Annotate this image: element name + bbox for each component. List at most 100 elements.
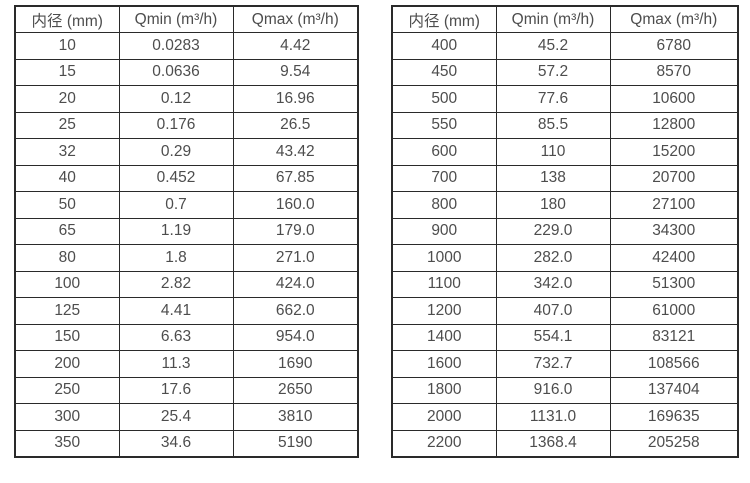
header-row: 内径 (mm) Qmin (m³/h) Qmax (m³/h) [391, 5, 739, 33]
table-row: 700 138 20700 [391, 164, 739, 192]
diameter-cell: 125 [14, 297, 120, 325]
qmin-cell: 138 [495, 164, 611, 192]
flow-table-large-diameters: 内径 (mm) Qmin (m³/h) Qmax (m³/h) 400 45.2 6780… [391, 5, 739, 458]
qmin-cell: 25.4 [118, 403, 234, 431]
table-row: 600 110 15200 [391, 138, 739, 166]
diameter-cell: 400 [391, 32, 497, 60]
diameter-cell: 450 [391, 58, 497, 86]
table-row: 200 11.3 1690 [14, 350, 359, 378]
diameter-column-header: 内径 (mm) [14, 5, 120, 33]
qmin-cell: 0.0283 [118, 32, 234, 60]
qmax-column-header: Qmax (m³/h) [232, 5, 359, 33]
qmax-cell: 954.0 [232, 323, 359, 351]
table-row: 32 0.29 43.42 [14, 138, 359, 166]
qmax-column-header: Qmax (m³/h) [609, 5, 739, 33]
qmax-cell: 67.85 [232, 164, 359, 192]
diameter-cell: 1200 [391, 297, 497, 325]
table-row: 550 85.5 12800 [391, 111, 739, 139]
diameter-cell: 1600 [391, 350, 497, 378]
qmax-cell: 15200 [609, 138, 739, 166]
qmin-cell: 34.6 [118, 429, 234, 457]
qmax-cell: 8570 [609, 58, 739, 86]
diameter-cell: 800 [391, 191, 497, 219]
qmin-cell: 57.2 [495, 58, 611, 86]
qmax-cell: 3810 [232, 403, 359, 431]
qmin-cell: 282.0 [495, 244, 611, 272]
diameter-cell: 25 [14, 111, 120, 139]
table-row: 450 57.2 8570 [391, 58, 739, 86]
diameter-cell: 1800 [391, 376, 497, 404]
qmax-cell: 61000 [609, 297, 739, 325]
table-row: 250 17.6 2650 [14, 376, 359, 404]
qmin-cell: 229.0 [495, 217, 611, 245]
qmin-cell: 180 [495, 191, 611, 219]
diameter-cell: 2000 [391, 403, 497, 431]
qmax-cell: 6780 [609, 32, 739, 60]
table-row: 2000 1131.0 169635 [391, 403, 739, 431]
qmax-cell: 26.5 [232, 111, 359, 139]
diameter-cell: 300 [14, 403, 120, 431]
qmax-cell: 83121 [609, 323, 739, 351]
qmax-cell: 43.42 [232, 138, 359, 166]
table-row: 1800 916.0 137404 [391, 376, 739, 404]
qmin-cell: 407.0 [495, 297, 611, 325]
flow-rate-spec-page: 内径 (mm) Qmin (m³/h) Qmax (m³/h) 10 0.0283 4.4… [14, 5, 739, 458]
diameter-cell: 1000 [391, 244, 497, 272]
qmin-cell: 554.1 [495, 323, 611, 351]
table-row: 300 25.4 3810 [14, 403, 359, 431]
diameter-cell: 600 [391, 138, 497, 166]
diameter-cell: 200 [14, 350, 120, 378]
diameter-cell: 10 [14, 32, 120, 60]
table-row: 80 1.8 271.0 [14, 244, 359, 272]
table-row: 125 4.41 662.0 [14, 297, 359, 325]
qmin-cell: 77.6 [495, 85, 611, 113]
diameter-cell: 80 [14, 244, 120, 272]
qmin-cell: 2.82 [118, 270, 234, 298]
qmin-cell: 732.7 [495, 350, 611, 378]
qmin-column-header: Qmin (m³/h) [495, 5, 611, 33]
table-row: 350 34.6 5190 [14, 429, 359, 457]
diameter-cell: 65 [14, 217, 120, 245]
qmin-cell: 6.63 [118, 323, 234, 351]
qmax-cell: 271.0 [232, 244, 359, 272]
qmax-cell: 10600 [609, 85, 739, 113]
qmax-cell: 5190 [232, 429, 359, 457]
diameter-cell: 50 [14, 191, 120, 219]
qmin-cell: 45.2 [495, 32, 611, 60]
table-row: 500 77.6 10600 [391, 85, 739, 113]
qmax-cell: 27100 [609, 191, 739, 219]
qmax-cell: 179.0 [232, 217, 359, 245]
table-row: 100 2.82 424.0 [14, 270, 359, 298]
table-row: 15 0.0636 9.54 [14, 58, 359, 86]
qmax-cell: 34300 [609, 217, 739, 245]
table-row: 1000 282.0 42400 [391, 244, 739, 272]
diameter-cell: 500 [391, 85, 497, 113]
qmin-cell: 916.0 [495, 376, 611, 404]
table-row: 1200 407.0 61000 [391, 297, 739, 325]
flow-table-small-diameters: 内径 (mm) Qmin (m³/h) Qmax (m³/h) 10 0.0283 4.4… [14, 5, 359, 458]
qmax-cell: 20700 [609, 164, 739, 192]
qmax-cell: 2650 [232, 376, 359, 404]
table-row: 900 229.0 34300 [391, 217, 739, 245]
qmax-cell: 160.0 [232, 191, 359, 219]
table-row: 20 0.12 16.96 [14, 85, 359, 113]
table-row: 150 6.63 954.0 [14, 323, 359, 351]
diameter-cell: 350 [14, 429, 120, 457]
diameter-cell: 1400 [391, 323, 497, 351]
qmin-cell: 4.41 [118, 297, 234, 325]
table-row: 1100 342.0 51300 [391, 270, 739, 298]
qmin-cell: 1131.0 [495, 403, 611, 431]
qmin-cell: 110 [495, 138, 611, 166]
table-row: 40 0.452 67.85 [14, 164, 359, 192]
qmin-cell: 17.6 [118, 376, 234, 404]
diameter-cell: 15 [14, 58, 120, 86]
qmin-cell: 1.8 [118, 244, 234, 272]
table-row: 800 180 27100 [391, 191, 739, 219]
diameter-cell: 100 [14, 270, 120, 298]
qmin-cell: 0.0636 [118, 58, 234, 86]
qmin-cell: 0.12 [118, 85, 234, 113]
diameter-cell: 40 [14, 164, 120, 192]
table-row: 1600 732.7 108566 [391, 350, 739, 378]
qmax-cell: 108566 [609, 350, 739, 378]
qmin-cell: 342.0 [495, 270, 611, 298]
